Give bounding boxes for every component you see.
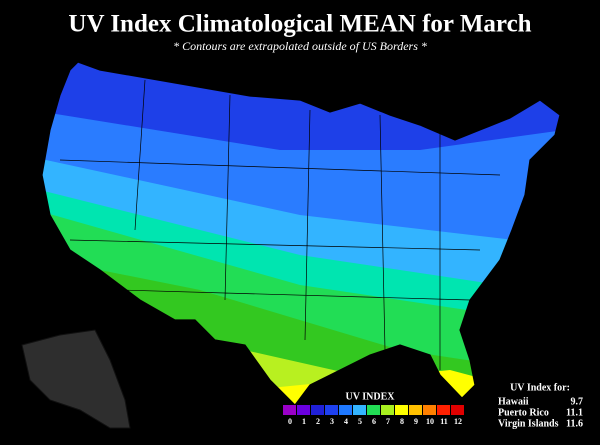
legend-swatch xyxy=(451,405,464,415)
legend-swatch xyxy=(353,405,366,415)
legend-tick-label: 5 xyxy=(358,417,362,426)
title: UV Index Climatological MEAN for March xyxy=(68,11,531,38)
legend-tick-label: 1 xyxy=(302,417,306,426)
legend-title: UV INDEX xyxy=(346,391,396,402)
legend-tick-label: 0 xyxy=(288,417,292,426)
legend-tick-label: 12 xyxy=(454,417,462,426)
legend-swatch xyxy=(367,405,380,415)
state-borders xyxy=(59,79,501,370)
legend-swatch xyxy=(325,405,338,415)
subtitle: * Contours are extrapolated outside of U… xyxy=(173,39,427,53)
legend-swatch xyxy=(339,405,352,415)
legend-tick-label: 6 xyxy=(372,417,376,426)
legend-swatch xyxy=(409,405,422,415)
legend-swatch xyxy=(283,405,296,415)
legend: 0 1 2 3 4 5 6 7 8 9 10 11 12 xyxy=(283,405,464,426)
island-table: Hawaii 9.7 Puerto Rico 11.1 Virgin Islands 11… xyxy=(498,396,583,429)
mexico-region xyxy=(21,329,131,429)
legend-swatch xyxy=(437,405,450,415)
legend-swatch xyxy=(381,405,394,415)
legend-tick-label: 11 xyxy=(440,417,448,426)
legend-tick-label: 3 xyxy=(330,417,334,426)
uv-value: 9.7 xyxy=(571,396,584,407)
legend-tick-label: 8 xyxy=(400,417,404,426)
uv-value: 11.6 xyxy=(566,418,583,429)
legend-swatch xyxy=(395,405,408,415)
legend-tick-label: 4 xyxy=(344,417,348,426)
table-title: UV Index for: xyxy=(510,382,570,393)
location-name: Virgin Islands xyxy=(498,418,559,429)
legend-swatch xyxy=(423,405,436,415)
us-outline xyxy=(41,61,561,406)
legend-swatch xyxy=(297,405,310,415)
legend-tick-label: 10 xyxy=(426,417,434,426)
legend-tick-label: 2 xyxy=(316,417,320,426)
legend-tick-label: 9 xyxy=(414,417,418,426)
location-name: Puerto Rico xyxy=(498,407,549,418)
legend-swatch xyxy=(311,405,324,415)
legend-tick-label: 7 xyxy=(386,417,390,426)
uv-value: 11.1 xyxy=(566,407,583,418)
location-name: Hawaii xyxy=(498,396,529,407)
